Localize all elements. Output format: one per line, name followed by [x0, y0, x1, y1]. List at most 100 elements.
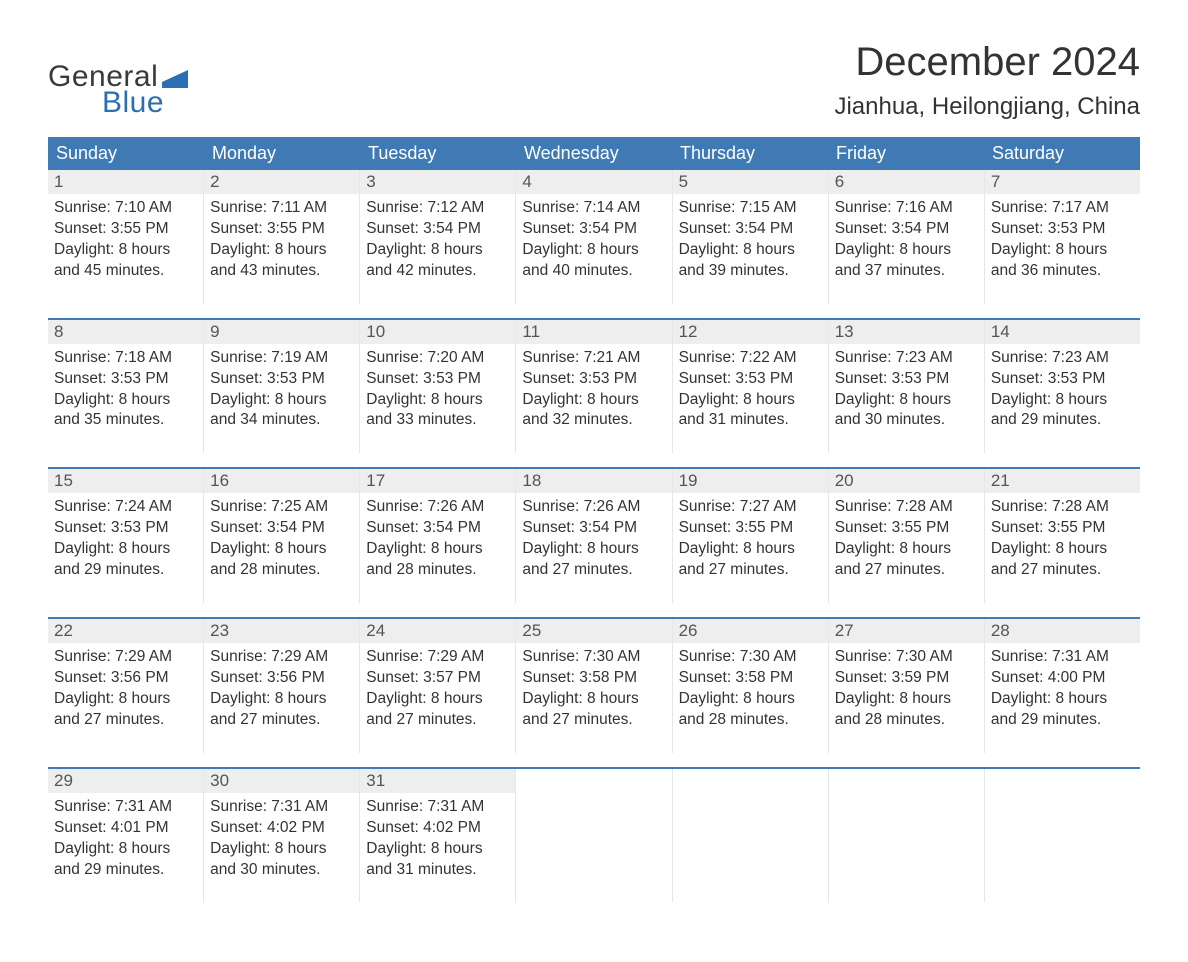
day-number: 11 — [516, 320, 671, 344]
day-sunrise: Sunrise: 7:30 AM — [835, 647, 978, 668]
day-sunrise: Sunrise: 7:31 AM — [54, 797, 197, 818]
day-sunrise: Sunrise: 7:31 AM — [210, 797, 353, 818]
dow-cell: Thursday — [672, 137, 828, 170]
logo: General Blue — [48, 60, 188, 120]
day-d2: and 27 minutes. — [835, 560, 978, 581]
day-body — [673, 793, 828, 819]
day-d2: and 45 minutes. — [54, 261, 197, 282]
day-body: Sunrise: 7:20 AMSunset: 3:53 PMDaylight:… — [360, 344, 515, 454]
day-d2: and 29 minutes. — [54, 860, 197, 881]
day-cell: 18Sunrise: 7:26 AMSunset: 3:54 PMDayligh… — [516, 469, 672, 603]
day-sunrise: Sunrise: 7:19 AM — [210, 348, 353, 369]
day-cell: 7Sunrise: 7:17 AMSunset: 3:53 PMDaylight… — [985, 170, 1140, 304]
day-number: 24 — [360, 619, 515, 643]
day-cell: 10Sunrise: 7:20 AMSunset: 3:53 PMDayligh… — [360, 320, 516, 454]
day-cell: 11Sunrise: 7:21 AMSunset: 3:53 PMDayligh… — [516, 320, 672, 454]
day-d1: Daylight: 8 hours — [522, 240, 665, 261]
day-sunset: Sunset: 4:02 PM — [366, 818, 509, 839]
day-body: Sunrise: 7:28 AMSunset: 3:55 PMDaylight:… — [829, 493, 984, 603]
day-d2: and 40 minutes. — [522, 261, 665, 282]
day-number: 30 — [204, 769, 359, 793]
day-body: Sunrise: 7:26 AMSunset: 3:54 PMDaylight:… — [516, 493, 671, 603]
day-sunrise: Sunrise: 7:26 AM — [522, 497, 665, 518]
day-body: Sunrise: 7:29 AMSunset: 3:56 PMDaylight:… — [204, 643, 359, 753]
day-sunset: Sunset: 3:53 PM — [991, 219, 1134, 240]
month-title: December 2024 — [834, 40, 1140, 85]
day-d2: and 34 minutes. — [210, 410, 353, 431]
day-d1: Daylight: 8 hours — [522, 689, 665, 710]
day-cell: 30Sunrise: 7:31 AMSunset: 4:02 PMDayligh… — [204, 769, 360, 903]
day-number: 2 — [204, 170, 359, 194]
day-sunset: Sunset: 3:54 PM — [366, 518, 509, 539]
day-body — [985, 793, 1140, 819]
day-cell: 19Sunrise: 7:27 AMSunset: 3:55 PMDayligh… — [673, 469, 829, 603]
week-row: 8Sunrise: 7:18 AMSunset: 3:53 PMDaylight… — [48, 318, 1140, 454]
day-number: 14 — [985, 320, 1140, 344]
day-d1: Daylight: 8 hours — [210, 839, 353, 860]
day-number: 29 — [48, 769, 203, 793]
day-sunrise: Sunrise: 7:29 AM — [366, 647, 509, 668]
day-body: Sunrise: 7:23 AMSunset: 3:53 PMDaylight:… — [829, 344, 984, 454]
day-sunrise: Sunrise: 7:23 AM — [991, 348, 1134, 369]
day-cell: 27Sunrise: 7:30 AMSunset: 3:59 PMDayligh… — [829, 619, 985, 753]
day-cell: 29Sunrise: 7:31 AMSunset: 4:01 PMDayligh… — [48, 769, 204, 903]
day-sunrise: Sunrise: 7:24 AM — [54, 497, 197, 518]
day-sunset: Sunset: 4:00 PM — [991, 668, 1134, 689]
day-d2: and 30 minutes. — [210, 860, 353, 881]
day-body: Sunrise: 7:31 AMSunset: 4:02 PMDaylight:… — [204, 793, 359, 903]
day-cell: 25Sunrise: 7:30 AMSunset: 3:58 PMDayligh… — [516, 619, 672, 753]
day-cell: 5Sunrise: 7:15 AMSunset: 3:54 PMDaylight… — [673, 170, 829, 304]
day-body — [516, 793, 671, 819]
day-sunrise: Sunrise: 7:20 AM — [366, 348, 509, 369]
day-number: 20 — [829, 469, 984, 493]
day-body: Sunrise: 7:14 AMSunset: 3:54 PMDaylight:… — [516, 194, 671, 304]
day-sunset: Sunset: 3:53 PM — [522, 369, 665, 390]
day-cell: 3Sunrise: 7:12 AMSunset: 3:54 PMDaylight… — [360, 170, 516, 304]
day-cell — [516, 769, 672, 903]
day-number: 12 — [673, 320, 828, 344]
day-body: Sunrise: 7:31 AMSunset: 4:02 PMDaylight:… — [360, 793, 515, 903]
weeks-container: 1Sunrise: 7:10 AMSunset: 3:55 PMDaylight… — [48, 170, 1140, 902]
day-d1: Daylight: 8 hours — [366, 839, 509, 860]
day-sunset: Sunset: 3:54 PM — [210, 518, 353, 539]
day-d1: Daylight: 8 hours — [679, 539, 822, 560]
day-sunrise: Sunrise: 7:31 AM — [366, 797, 509, 818]
day-d2: and 43 minutes. — [210, 261, 353, 282]
week-row: 15Sunrise: 7:24 AMSunset: 3:53 PMDayligh… — [48, 467, 1140, 603]
day-cell: 22Sunrise: 7:29 AMSunset: 3:56 PMDayligh… — [48, 619, 204, 753]
day-number: 3 — [360, 170, 515, 194]
day-number: 10 — [360, 320, 515, 344]
dow-cell: Wednesday — [516, 137, 672, 170]
day-number: 28 — [985, 619, 1140, 643]
header: General Blue December 2024 Jianhua, Heil… — [48, 40, 1140, 121]
day-d1: Daylight: 8 hours — [679, 390, 822, 411]
day-cell: 20Sunrise: 7:28 AMSunset: 3:55 PMDayligh… — [829, 469, 985, 603]
day-sunset: Sunset: 3:58 PM — [522, 668, 665, 689]
day-sunrise: Sunrise: 7:22 AM — [679, 348, 822, 369]
day-number: 22 — [48, 619, 203, 643]
day-of-week-header: SundayMondayTuesdayWednesdayThursdayFrid… — [48, 137, 1140, 170]
day-cell: 14Sunrise: 7:23 AMSunset: 3:53 PMDayligh… — [985, 320, 1140, 454]
day-d2: and 36 minutes. — [991, 261, 1134, 282]
day-cell: 1Sunrise: 7:10 AMSunset: 3:55 PMDaylight… — [48, 170, 204, 304]
day-body: Sunrise: 7:16 AMSunset: 3:54 PMDaylight:… — [829, 194, 984, 304]
day-body: Sunrise: 7:22 AMSunset: 3:53 PMDaylight:… — [673, 344, 828, 454]
flag-icon — [162, 70, 188, 88]
day-sunset: Sunset: 3:56 PM — [54, 668, 197, 689]
day-d1: Daylight: 8 hours — [54, 839, 197, 860]
day-d1: Daylight: 8 hours — [835, 390, 978, 411]
day-sunrise: Sunrise: 7:15 AM — [679, 198, 822, 219]
day-body: Sunrise: 7:18 AMSunset: 3:53 PMDaylight:… — [48, 344, 203, 454]
day-d2: and 32 minutes. — [522, 410, 665, 431]
day-d2: and 31 minutes. — [679, 410, 822, 431]
day-d1: Daylight: 8 hours — [210, 689, 353, 710]
day-body: Sunrise: 7:31 AMSunset: 4:00 PMDaylight:… — [985, 643, 1140, 753]
day-body: Sunrise: 7:24 AMSunset: 3:53 PMDaylight:… — [48, 493, 203, 603]
day-d2: and 27 minutes. — [991, 560, 1134, 581]
day-sunset: Sunset: 3:53 PM — [835, 369, 978, 390]
day-body: Sunrise: 7:26 AMSunset: 3:54 PMDaylight:… — [360, 493, 515, 603]
day-d1: Daylight: 8 hours — [210, 240, 353, 261]
day-body: Sunrise: 7:30 AMSunset: 3:58 PMDaylight:… — [516, 643, 671, 753]
day-cell: 26Sunrise: 7:30 AMSunset: 3:58 PMDayligh… — [673, 619, 829, 753]
day-d1: Daylight: 8 hours — [54, 689, 197, 710]
